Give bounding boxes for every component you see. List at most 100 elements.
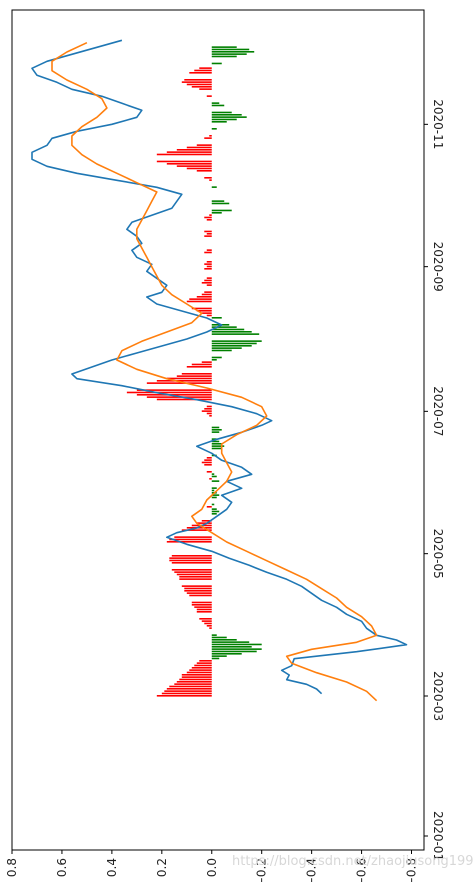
y-tick-label-8: −0.8 bbox=[405, 858, 419, 882]
plot-area bbox=[31, 39, 408, 702]
bar-123 bbox=[189, 298, 212, 300]
bar-143 bbox=[211, 212, 222, 214]
bar-166 bbox=[211, 114, 242, 116]
bar-28 bbox=[206, 625, 212, 627]
bar-163 bbox=[211, 121, 227, 123]
bar-15 bbox=[199, 660, 212, 662]
bar-125 bbox=[201, 293, 212, 296]
bar-103 bbox=[191, 363, 212, 366]
bar-164 bbox=[211, 118, 237, 121]
bar-88 bbox=[206, 412, 212, 415]
y-tick-label-3: 0.2 bbox=[155, 858, 169, 877]
bar-120 bbox=[196, 310, 212, 312]
bar-129 bbox=[204, 279, 212, 282]
bar-59 bbox=[211, 513, 217, 515]
bar-72 bbox=[211, 473, 215, 475]
bar-105 bbox=[211, 359, 217, 361]
bar-109 bbox=[211, 345, 252, 347]
bar-43 bbox=[179, 576, 212, 578]
y-tick-label-7: −0.6 bbox=[355, 858, 369, 882]
bar-60 bbox=[211, 510, 220, 513]
bar-30 bbox=[201, 620, 212, 622]
bar-142 bbox=[209, 214, 212, 216]
bar-102 bbox=[186, 366, 212, 368]
bar-134 bbox=[206, 261, 212, 263]
bar-145 bbox=[211, 202, 230, 205]
bar-155 bbox=[156, 153, 212, 156]
bar-19 bbox=[211, 650, 257, 653]
bar-114 bbox=[211, 328, 245, 331]
y-tick-label-2: 0.4 bbox=[105, 858, 119, 877]
bar-8 bbox=[181, 676, 212, 678]
bar-176 bbox=[189, 72, 212, 74]
bar-107 bbox=[211, 349, 232, 352]
bar-38 bbox=[186, 592, 212, 594]
bar-85 bbox=[211, 429, 222, 431]
bar-79 bbox=[211, 447, 222, 450]
bar-126 bbox=[204, 291, 212, 293]
bar-31 bbox=[199, 618, 212, 620]
y-tick-label-6: −0.4 bbox=[305, 858, 319, 882]
bar-91 bbox=[206, 405, 212, 408]
bar-172 bbox=[191, 86, 212, 88]
bar-37 bbox=[189, 594, 212, 597]
bar-115 bbox=[211, 326, 237, 328]
bar-52 bbox=[169, 538, 212, 541]
bar-23 bbox=[211, 641, 250, 643]
x-tick-label-2: 2020-05 bbox=[431, 529, 445, 579]
bar-80 bbox=[211, 445, 225, 447]
bar-158 bbox=[186, 146, 212, 149]
bar-24 bbox=[211, 639, 237, 641]
bar-67 bbox=[211, 489, 215, 492]
bar-96 bbox=[136, 389, 212, 391]
bar-183 bbox=[211, 48, 250, 51]
bar-141 bbox=[204, 216, 212, 219]
bar-86 bbox=[211, 426, 220, 429]
bar-150 bbox=[196, 170, 212, 172]
bar-92 bbox=[156, 398, 212, 401]
bar-113 bbox=[211, 331, 252, 333]
bar-53 bbox=[174, 536, 212, 538]
bar-54 bbox=[181, 529, 212, 531]
bar-122 bbox=[186, 300, 212, 303]
bar-151 bbox=[186, 167, 212, 170]
bar-175 bbox=[184, 79, 212, 81]
bar-48 bbox=[169, 559, 212, 562]
bar-182 bbox=[211, 51, 255, 53]
bar-168 bbox=[211, 104, 225, 107]
bar-173 bbox=[186, 83, 212, 86]
y-axis-ticks: 0.8 0.6 0.4 0.2 0.0 −0.2 −0.4 −0.6 −0.8 bbox=[5, 850, 419, 882]
bar-42 bbox=[179, 578, 212, 580]
bar-131 bbox=[204, 268, 212, 270]
bar-100 bbox=[176, 375, 212, 377]
bar-1 bbox=[161, 692, 212, 695]
bar-32 bbox=[196, 611, 212, 613]
bar-2 bbox=[164, 690, 212, 692]
bar-16 bbox=[211, 657, 220, 660]
bar-144 bbox=[211, 209, 232, 212]
bar-35 bbox=[191, 604, 212, 606]
bar-140 bbox=[206, 219, 212, 221]
bar-153 bbox=[166, 163, 212, 165]
bar-110 bbox=[211, 342, 257, 345]
bar-184 bbox=[211, 46, 237, 48]
bar-55 bbox=[186, 527, 212, 529]
bar-82 bbox=[211, 440, 220, 443]
bar-49 bbox=[169, 557, 212, 559]
bar-10 bbox=[186, 671, 212, 674]
bar-63 bbox=[211, 503, 215, 506]
series-line-1 bbox=[31, 39, 408, 695]
y-tick-label-1: 0.6 bbox=[55, 858, 69, 877]
bar-179 bbox=[211, 62, 222, 65]
bar-65 bbox=[211, 494, 220, 496]
bar-4 bbox=[169, 685, 212, 688]
bar-62 bbox=[206, 506, 212, 508]
bar-6 bbox=[176, 681, 212, 683]
bar-106 bbox=[211, 356, 222, 359]
bar-45 bbox=[174, 571, 212, 573]
bar-27 bbox=[209, 627, 212, 629]
bar-76 bbox=[204, 459, 212, 461]
bar-98 bbox=[156, 380, 212, 382]
bar-58 bbox=[201, 520, 212, 522]
bar-174 bbox=[181, 81, 212, 83]
